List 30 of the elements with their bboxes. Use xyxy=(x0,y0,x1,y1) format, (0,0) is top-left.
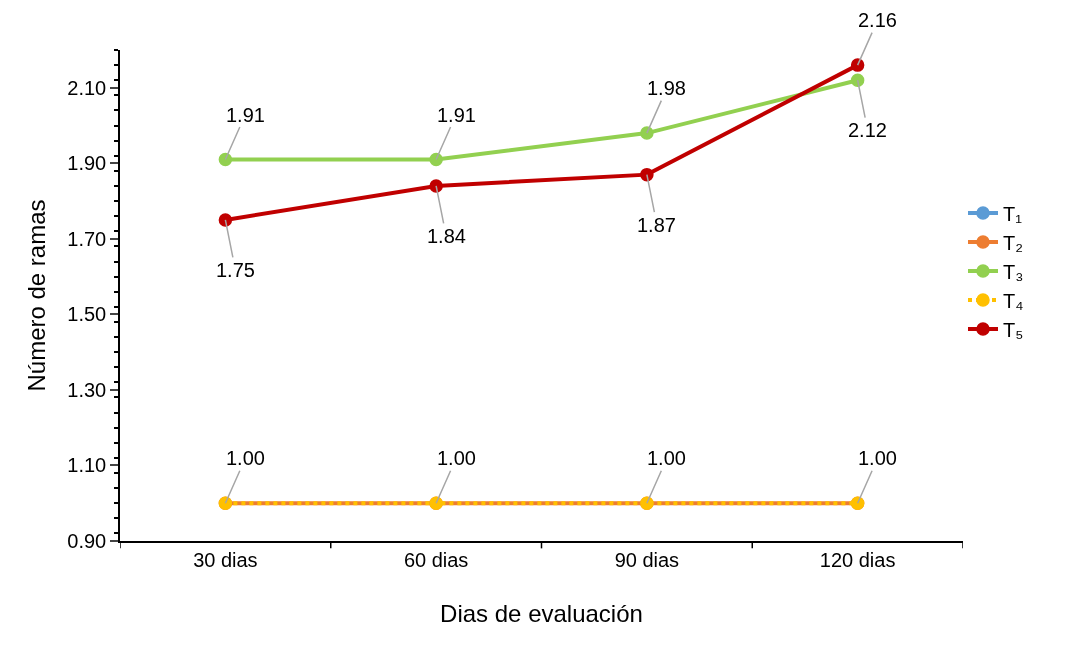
data-label: 1.75 xyxy=(216,259,255,281)
x-tick-label: 30 dias xyxy=(193,548,258,571)
data-label: 1.91 xyxy=(226,104,265,126)
data-label: 1.98 xyxy=(647,77,686,99)
y-tick-label: 1.90 xyxy=(67,152,107,175)
y-tick-label: 1.70 xyxy=(67,227,107,250)
x-axis-title: Dias de evaluación xyxy=(440,599,643,627)
y-tick-label: 2.10 xyxy=(67,76,107,99)
data-label: 1.00 xyxy=(858,447,897,469)
legend-label: T₅ xyxy=(1003,318,1024,341)
legend-label: T₄ xyxy=(1003,289,1024,312)
data-label: 1.00 xyxy=(437,447,476,469)
x-tick-label: 60 dias xyxy=(403,548,469,571)
legend-label: T₂ xyxy=(1003,231,1023,254)
y-tick-label: 1.30 xyxy=(67,378,107,401)
data-label: 2.12 xyxy=(848,119,887,141)
y-axis-title: Número de ramas xyxy=(22,199,50,392)
data-label: 1.91 xyxy=(437,104,476,126)
legend-label: T₁ xyxy=(1003,202,1023,225)
data-label: 1.00 xyxy=(647,447,686,469)
y-tick-label: 1.10 xyxy=(67,454,107,477)
data-label: 1.00 xyxy=(226,447,265,469)
data-label: 2.16 xyxy=(858,9,897,31)
x-tick-label: 90 dias xyxy=(614,548,680,571)
y-tick-label: 0.90 xyxy=(67,530,107,552)
y-tick-label: 1.50 xyxy=(67,303,107,326)
legend-label: T₃ xyxy=(1003,260,1024,283)
data-label: 1.87 xyxy=(637,214,676,236)
data-label: 1.84 xyxy=(427,225,466,247)
x-tick-label: 120 dias xyxy=(819,548,896,571)
